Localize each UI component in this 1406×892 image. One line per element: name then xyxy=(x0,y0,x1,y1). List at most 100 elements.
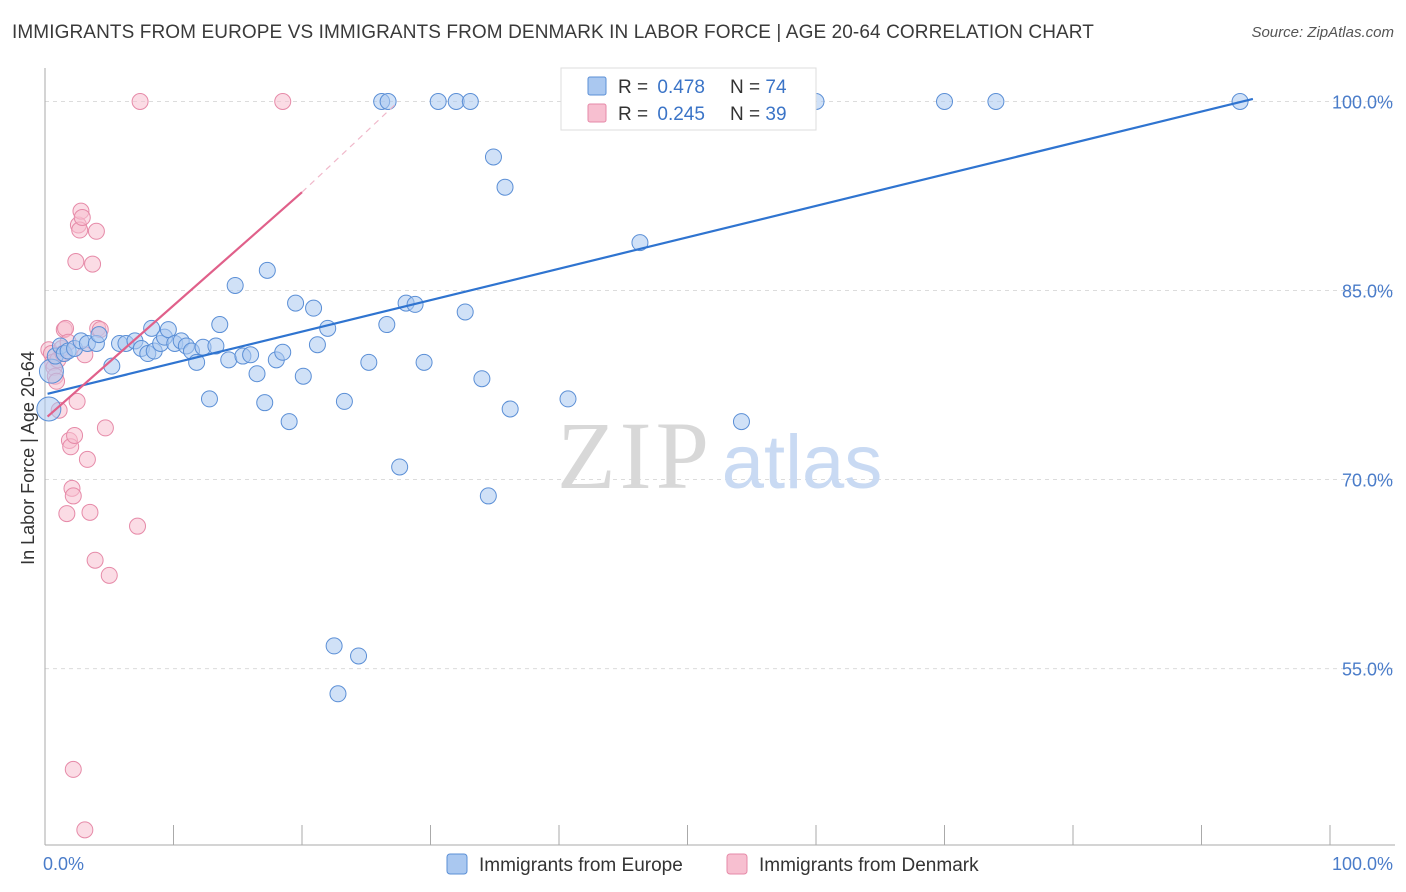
stats-legend: R = 0.478 N = 74 R = 0.245 N = 39 xyxy=(560,67,817,131)
europe-point-40 xyxy=(280,413,298,431)
europe-point-34 xyxy=(242,346,260,364)
europe-point-72 xyxy=(936,93,953,111)
legend-europe-n-value: 74 xyxy=(765,77,787,98)
europe-point-52 xyxy=(379,93,397,111)
europe-point-31 xyxy=(220,351,238,369)
legend-denmark-r-label: R = xyxy=(618,104,653,125)
bottom-legend-europe: Immigrants from Europe xyxy=(479,855,683,876)
europe-point-66 xyxy=(501,400,519,418)
chart-title: IMMIGRANTS FROM EUROPE VS IMMIGRANTS FRO… xyxy=(12,22,1094,43)
legend-europe-r-value: 0.478 xyxy=(657,77,705,98)
europe-point-36 xyxy=(256,394,274,412)
svg-text:R = 0.478: R = 0.478 xyxy=(618,77,705,98)
europe-trend-line xyxy=(47,97,1254,395)
denmark-point-39 xyxy=(76,821,94,839)
svg-text:R = 0.245: R = 0.245 xyxy=(618,104,705,125)
svg-text:N = 74: N = 74 xyxy=(730,77,787,98)
europe-point-28 xyxy=(200,390,218,408)
x-tick-labels: 0.0% 100.0% xyxy=(43,854,1393,874)
europe-point-69 xyxy=(732,413,750,431)
europe-point-10 xyxy=(90,326,108,344)
europe-point-30 xyxy=(211,316,229,334)
europe-point-44 xyxy=(308,336,326,354)
denmark-point-12 xyxy=(58,505,76,523)
europe-point-62 xyxy=(473,370,491,388)
legend-europe-r-label: R = xyxy=(618,77,653,98)
europe-point-46 xyxy=(325,637,343,655)
bottom-legend-swatch-denmark xyxy=(726,853,748,875)
europe-point-37 xyxy=(258,261,276,279)
source-label: Source: ZipAtlas.com xyxy=(1251,24,1394,41)
svg-text:N = 39: N = 39 xyxy=(730,104,787,125)
denmark-point-29 xyxy=(86,551,104,569)
europe-point-21 xyxy=(159,321,177,339)
legend-denmark-n-value: 39 xyxy=(765,104,786,125)
europe-point-54 xyxy=(391,458,409,476)
y-tick-label-1: 85.0% xyxy=(1342,282,1393,302)
legend-denmark-r-value: 0.245 xyxy=(657,104,705,125)
x-tick-label-0: 0.0% xyxy=(43,854,84,874)
y-tick-labels: 100.0% 85.0% 70.0% 55.0% xyxy=(1332,93,1393,680)
denmark-point-11 xyxy=(57,319,75,337)
watermark-zip: ZIP xyxy=(557,402,713,509)
y-tick-label-2: 70.0% xyxy=(1342,471,1393,491)
denmark-point-26 xyxy=(78,450,96,468)
denmark-point-33 xyxy=(96,419,114,437)
europe-point-45 xyxy=(319,319,337,337)
europe-point-67 xyxy=(559,390,577,408)
europe-point-65 xyxy=(496,178,514,196)
legend-denmark-n-label: N = xyxy=(730,104,765,125)
europe-point-47 xyxy=(329,685,347,703)
watermark-atlas: atlas xyxy=(722,420,883,505)
europe-point-50 xyxy=(360,353,378,371)
europe-point-68 xyxy=(631,234,649,252)
denmark-point-19 xyxy=(67,253,85,271)
europe-point-53 xyxy=(378,316,396,334)
denmark-point-18 xyxy=(66,426,84,444)
y-tick-label-3: 55.0% xyxy=(1342,660,1393,680)
europe-point-64 xyxy=(484,148,502,166)
europe-point-43 xyxy=(305,299,323,317)
europe-point-35 xyxy=(248,365,266,383)
europe-point-48 xyxy=(335,392,353,410)
legend-europe-n-label: N = xyxy=(730,77,765,98)
europe-point-63 xyxy=(479,487,497,505)
europe-point-39 xyxy=(274,343,292,361)
trend-lines xyxy=(46,97,1254,418)
series-legend: Immigrants from Europe Immigrants from D… xyxy=(446,853,979,876)
europe-point-60 xyxy=(456,303,474,321)
denmark-point-20 xyxy=(68,392,86,410)
y-axis-label: In Labor Force | Age 20-64 xyxy=(18,351,38,565)
europe-point-42 xyxy=(294,367,312,385)
denmark-trend-line xyxy=(46,191,303,418)
denmark-point-36 xyxy=(131,93,149,111)
europe-point-32 xyxy=(226,276,244,294)
europe-point-17 xyxy=(143,319,161,337)
grid-lines xyxy=(45,101,1395,670)
denmark-point-27 xyxy=(81,503,99,521)
europe-point-73 xyxy=(987,93,1005,111)
europe-point-0 xyxy=(36,396,62,422)
denmark-point-24 xyxy=(73,208,91,226)
europe-point-29 xyxy=(207,337,225,355)
denmark-points xyxy=(40,93,292,839)
denmark-point-38 xyxy=(64,760,82,778)
axes xyxy=(44,68,1395,846)
bottom-legend-denmark: Immigrants from Denmark xyxy=(759,855,979,876)
denmark-point-17 xyxy=(64,487,82,505)
legend-swatch-europe xyxy=(587,76,607,96)
denmark-point-28 xyxy=(84,255,102,273)
denmark-point-35 xyxy=(129,517,147,535)
legend-swatch-denmark xyxy=(587,103,607,123)
denmark-point-37 xyxy=(274,93,292,111)
bottom-legend-swatch-europe xyxy=(446,853,468,875)
europe-point-57 xyxy=(415,353,433,371)
europe-point-59 xyxy=(447,93,465,111)
europe-point-49 xyxy=(350,647,368,665)
denmark-point-34 xyxy=(100,566,118,584)
europe-point-58 xyxy=(429,93,447,111)
denmark-point-30 xyxy=(87,222,105,240)
y-tick-label-0: 100.0% xyxy=(1332,93,1393,113)
europe-points xyxy=(36,93,1249,703)
